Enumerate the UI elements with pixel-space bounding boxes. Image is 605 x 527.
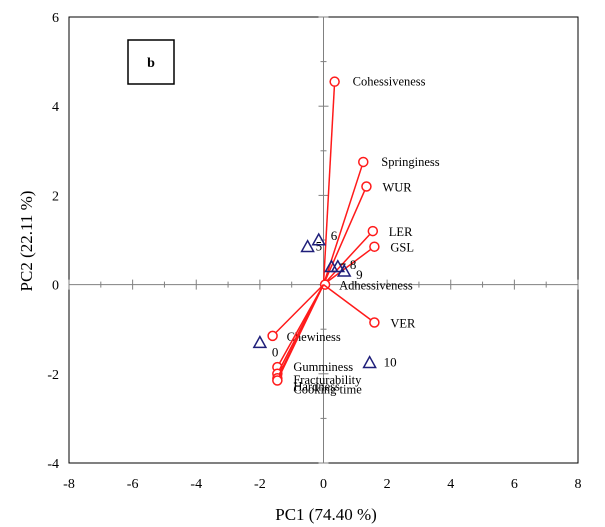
score-label: 5 — [316, 239, 323, 254]
loading-vector — [276, 284, 325, 381]
x-tick-label: 2 — [384, 477, 391, 492]
score-point — [336, 263, 352, 277]
score-point — [330, 259, 346, 273]
y-tick-label: 0 — [52, 279, 59, 294]
loading-vector — [272, 284, 325, 337]
loading-point — [369, 317, 380, 328]
x-tick-label: 4 — [447, 477, 454, 492]
score-point — [252, 335, 268, 349]
x-tick-label: 0 — [320, 477, 327, 492]
loading-vector — [323, 246, 375, 286]
panel-label-box: b — [127, 39, 175, 85]
loading-vector — [322, 186, 368, 285]
loading-vector — [322, 230, 374, 286]
score-point — [300, 239, 315, 253]
loading-point — [369, 241, 380, 252]
x-tick-label: -8 — [63, 477, 75, 492]
score-label: 8 — [350, 257, 357, 272]
loading-label: GSL — [390, 241, 414, 255]
x-tick-label: 8 — [575, 477, 582, 492]
y-tick-label: 2 — [52, 189, 59, 204]
y-tick-label: 4 — [52, 100, 59, 115]
score-label: 9 — [356, 267, 363, 282]
loading-label: Fracturability — [293, 373, 362, 387]
loading-vector — [323, 283, 375, 324]
panel-frame — [127, 39, 175, 85]
y-tick-label: -2 — [47, 368, 59, 383]
loading-point — [367, 225, 379, 237]
x-tick-label: -6 — [127, 477, 139, 492]
loading-point — [361, 181, 372, 192]
loading-point — [329, 76, 340, 87]
loading-label: Cooking time — [293, 382, 362, 396]
x-tick-label: -4 — [190, 477, 202, 492]
loading-label: Hardness — [293, 379, 340, 393]
score-label: 10 — [384, 355, 397, 370]
loading-label: Cohessiveness — [353, 75, 426, 89]
loading-point — [272, 375, 283, 386]
loading-label: Gumminess — [293, 360, 353, 374]
score-label: 6 — [331, 228, 338, 243]
score-point — [362, 355, 377, 369]
loading-label: WUR — [382, 180, 412, 194]
score-label: 0 — [272, 345, 279, 360]
loading-vector — [322, 81, 336, 285]
loading-label: Springiness — [381, 155, 439, 169]
loading-point — [267, 330, 278, 342]
score-point — [311, 232, 327, 246]
loadings-layer: Cohessiveness Springiness WUR LER GSL Adhessi… — [267, 75, 440, 396]
loading-label: VER — [390, 317, 416, 331]
y-tick-label: -4 — [47, 457, 59, 472]
loading-point — [358, 156, 369, 168]
panel-label: b — [147, 56, 155, 71]
y-tick-label: 6 — [52, 11, 59, 26]
loading-label: Adhessiveness — [339, 279, 413, 293]
x-axis-title: PC1 (74.40 %) — [275, 505, 377, 524]
loading-label: LER — [389, 225, 413, 239]
y-axis-title: PC2 (22.11 %) — [17, 191, 36, 292]
x-tick-label: -2 — [254, 477, 266, 492]
x-tick-label: 6 — [511, 477, 518, 492]
